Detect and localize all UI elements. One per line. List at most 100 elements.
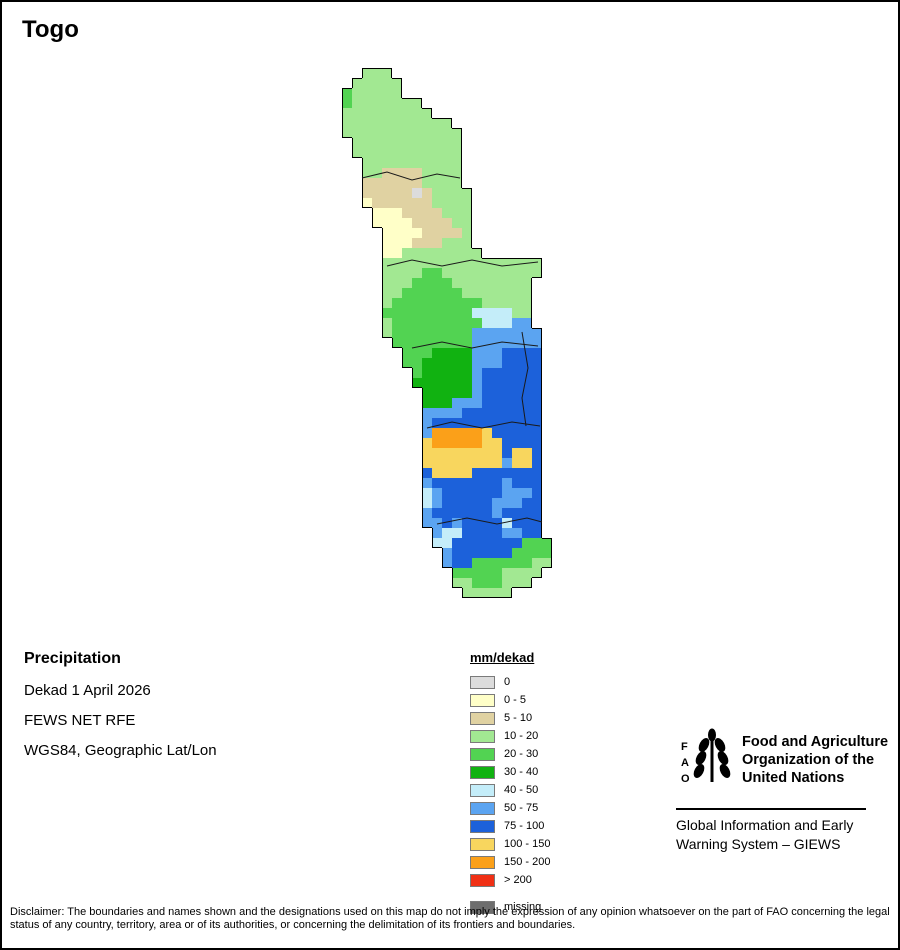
raster-cell	[482, 548, 492, 558]
raster-cell	[452, 318, 462, 328]
raster-cell	[422, 278, 432, 288]
raster-cell	[532, 338, 542, 348]
raster-cell	[402, 338, 412, 348]
raster-cell	[422, 518, 432, 528]
raster-cell	[512, 578, 522, 588]
raster-cell	[532, 428, 542, 438]
raster-cell	[432, 528, 442, 538]
raster-cell	[432, 118, 442, 128]
raster-cell	[492, 568, 502, 578]
raster-cell	[452, 468, 462, 478]
raster-cell	[462, 318, 472, 328]
raster-cell	[382, 288, 392, 298]
raster-cell	[492, 538, 502, 548]
raster-cell	[412, 368, 422, 378]
raster-cell	[522, 408, 532, 418]
raster-cell	[442, 288, 452, 298]
raster-cell	[512, 398, 522, 408]
raster-cell	[352, 108, 362, 118]
raster-cell	[522, 358, 532, 368]
raster-cell	[522, 498, 532, 508]
raster-cell	[392, 228, 402, 238]
legend-swatch	[470, 819, 495, 833]
raster-cell	[422, 498, 432, 508]
raster-cell	[492, 438, 502, 448]
legend-item: 5 - 10	[470, 709, 550, 727]
raster-cell	[422, 258, 432, 268]
raster-cell	[512, 508, 522, 518]
raster-cell	[382, 308, 392, 318]
raster-cell	[432, 368, 442, 378]
raster-cell	[482, 418, 492, 428]
raster-cell	[532, 408, 542, 418]
raster-cell	[502, 428, 512, 438]
raster-cell	[462, 408, 472, 418]
raster-cell	[532, 258, 542, 268]
raster-cell	[462, 428, 472, 438]
raster-cell	[442, 188, 452, 198]
raster-cell	[432, 418, 442, 428]
raster-cell	[422, 108, 432, 118]
raster-cell	[442, 278, 452, 288]
raster-cell	[342, 108, 352, 118]
raster-cell	[432, 388, 442, 398]
raster-cell	[432, 228, 442, 238]
raster-cell	[442, 208, 452, 218]
raster-cell	[382, 268, 392, 278]
fao-letter-o: O	[681, 773, 690, 785]
raster-cell	[532, 358, 542, 368]
raster-cell	[472, 298, 482, 308]
raster-cell	[422, 288, 432, 298]
raster-cell	[512, 478, 522, 488]
raster-cell	[492, 368, 502, 378]
legend-items: 0 0 - 5 5 - 10 10 - 20 20 - 30 30 - 40 40 - 50…	[470, 673, 550, 916]
raster-cell	[392, 288, 402, 298]
raster-cell	[512, 328, 522, 338]
raster-cell	[472, 468, 482, 478]
raster-cell	[492, 508, 502, 518]
raster-cell	[492, 468, 502, 478]
raster-cell	[422, 128, 432, 138]
raster-cell	[492, 518, 502, 528]
raster-cell	[462, 388, 472, 398]
raster-cell	[502, 578, 512, 588]
raster-cell	[462, 418, 472, 428]
raster-cell	[532, 478, 542, 488]
legend-swatch	[470, 783, 495, 797]
raster-cell	[532, 548, 542, 558]
raster-cell	[402, 298, 412, 308]
raster-cell	[452, 128, 462, 138]
raster-cell	[482, 288, 492, 298]
giews-line: Warning System – GIEWS	[676, 836, 841, 852]
raster-cell	[532, 528, 542, 538]
raster-cell	[482, 438, 492, 448]
raster-cell	[522, 418, 532, 428]
legend-label: 20 - 30	[504, 748, 539, 760]
raster-cell	[422, 148, 432, 158]
raster-cell	[522, 578, 532, 588]
raster-cell	[382, 318, 392, 328]
raster-cell	[482, 588, 492, 598]
raster-cell	[482, 328, 492, 338]
fao-letter-f: F	[681, 741, 688, 753]
raster-cell	[532, 268, 542, 278]
raster-cell	[452, 448, 462, 458]
raster-cell	[422, 298, 432, 308]
raster-cell	[452, 218, 462, 228]
raster-cell	[422, 458, 432, 468]
raster-cell	[442, 268, 452, 278]
raster-cell	[482, 428, 492, 438]
raster-cell	[472, 378, 482, 388]
raster-cell	[372, 208, 382, 218]
raster-cell	[482, 578, 492, 588]
legend-title: mm/dekad	[470, 650, 535, 665]
raster-cell	[462, 278, 472, 288]
raster-cell	[382, 138, 392, 148]
raster-cell	[472, 288, 482, 298]
raster-cell	[512, 468, 522, 478]
raster-cell	[452, 388, 462, 398]
raster-cell	[512, 428, 522, 438]
raster-cell	[462, 488, 472, 498]
raster-cell	[502, 378, 512, 388]
raster-cell	[492, 408, 502, 418]
